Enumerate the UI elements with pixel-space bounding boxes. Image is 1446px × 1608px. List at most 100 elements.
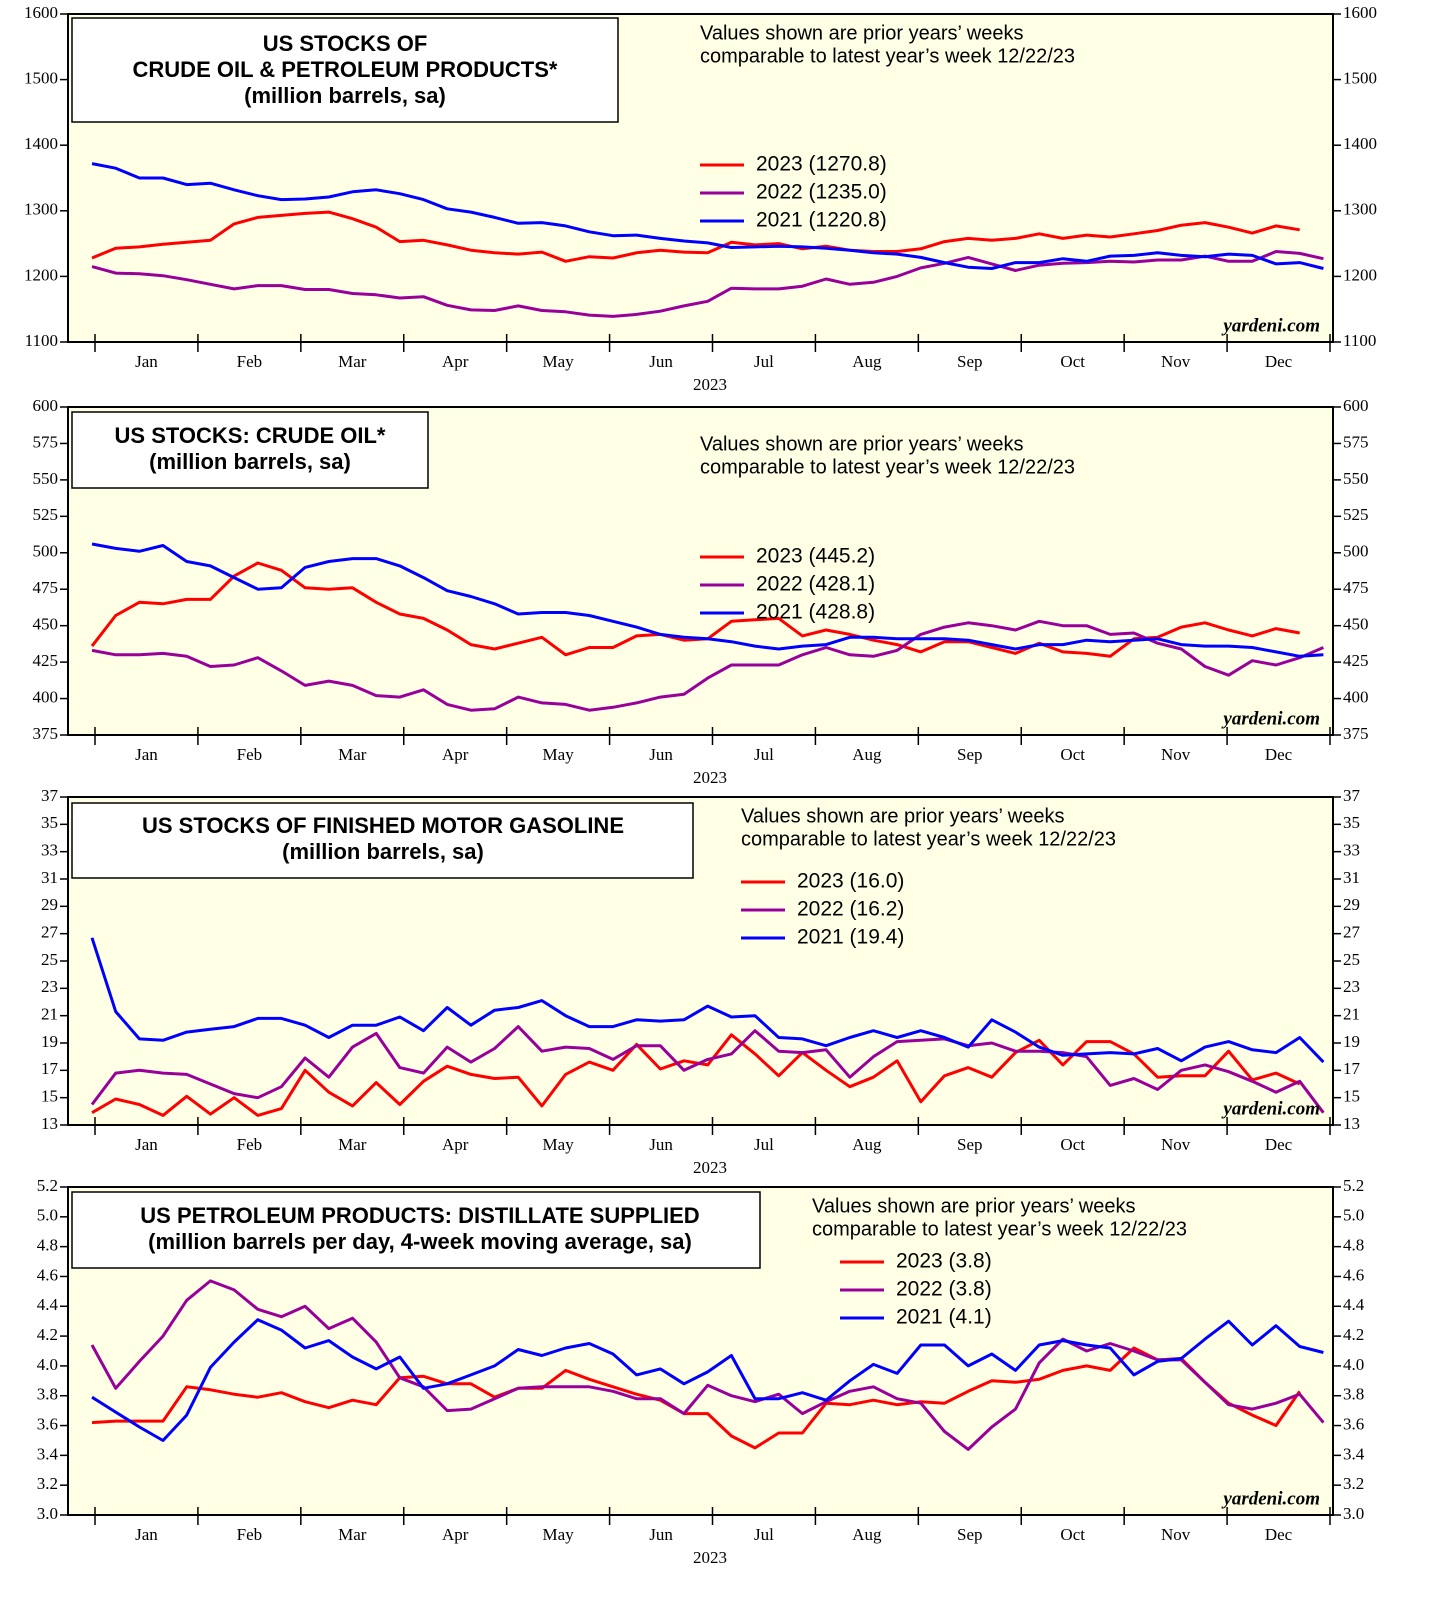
y-tick-label: 4.2 bbox=[37, 1325, 58, 1344]
y-tick-label: 1400 bbox=[24, 134, 58, 153]
title-box bbox=[71, 802, 694, 879]
x-tick-label: Oct bbox=[1060, 352, 1085, 371]
y-tick-label: 450 bbox=[33, 615, 59, 634]
y2-tick-label: 3.6 bbox=[1343, 1414, 1364, 1433]
y2-tick-label: 4.8 bbox=[1343, 1236, 1364, 1255]
y2-tick-label: 4.0 bbox=[1343, 1355, 1364, 1374]
y-tick-label: 500 bbox=[33, 542, 59, 561]
x-tick-label: Jan bbox=[135, 1525, 158, 1544]
x-tick-label: Mar bbox=[338, 352, 367, 371]
y-tick-label: 31 bbox=[41, 868, 58, 887]
x-tick-label: Dec bbox=[1265, 352, 1293, 371]
watermark: yardeni.com bbox=[1221, 708, 1320, 729]
x-tick-label: Mar bbox=[338, 1525, 367, 1544]
y-tick-label: 475 bbox=[33, 578, 59, 597]
legend-label: 2023 (3.8) bbox=[896, 1250, 992, 1273]
y2-tick-label: 375 bbox=[1343, 724, 1369, 743]
series-line bbox=[91, 1318, 1324, 1442]
x-tick-label: Nov bbox=[1161, 745, 1191, 764]
x-axis-label: 2023 bbox=[693, 768, 727, 787]
y2-tick-label: 4.4 bbox=[1343, 1295, 1365, 1314]
x-tick-label: Nov bbox=[1161, 1135, 1191, 1154]
y2-tick-label: 450 bbox=[1343, 615, 1369, 634]
series-line bbox=[91, 162, 1324, 270]
y2-tick-label: 5.0 bbox=[1343, 1206, 1364, 1225]
y2-tick-label: 29 bbox=[1343, 895, 1360, 914]
y-tick-label: 525 bbox=[33, 505, 59, 524]
series-line bbox=[91, 1346, 1301, 1450]
y-tick-label: 1200 bbox=[24, 265, 58, 284]
y-tick-label: 3.0 bbox=[37, 1504, 58, 1523]
y2-tick-label: 550 bbox=[1343, 469, 1369, 488]
chart-title: US STOCKS: CRUDE OIL* bbox=[115, 423, 386, 448]
x-tick-label: May bbox=[543, 1135, 575, 1154]
x-tick-label: Feb bbox=[237, 1135, 263, 1154]
x-tick-label: Mar bbox=[338, 745, 367, 764]
plot-frame bbox=[67, 796, 1334, 1126]
series-line bbox=[90, 1279, 1325, 1451]
y-tick-label: 5.2 bbox=[37, 1176, 58, 1195]
watermark: yardeni.com bbox=[1221, 315, 1320, 336]
x-tick-label: Jun bbox=[649, 745, 673, 764]
series-line bbox=[91, 619, 1324, 712]
x-axis-label: 2023 bbox=[693, 375, 727, 394]
chart-title: US PETROLEUM PRODUCTS: DISTILLATE SUPPLI… bbox=[140, 1203, 699, 1228]
y2-tick-label: 31 bbox=[1343, 868, 1360, 887]
x-tick-label: Jun bbox=[649, 1135, 673, 1154]
x-tick-label: Feb bbox=[237, 1525, 263, 1544]
series-line bbox=[90, 1025, 1325, 1114]
chart-title: (million barrels, sa) bbox=[244, 83, 446, 108]
note: Values shown are prior years’ weeks bbox=[741, 805, 1064, 827]
x-tick-label: Feb bbox=[237, 745, 263, 764]
y2-tick-label: 3.0 bbox=[1343, 1504, 1364, 1523]
x-tick-label: Dec bbox=[1265, 1525, 1293, 1544]
y-tick-label: 4.0 bbox=[37, 1355, 58, 1374]
y-tick-label: 35 bbox=[41, 813, 58, 832]
y-tick-label: 37 bbox=[41, 786, 59, 805]
y2-tick-label: 23 bbox=[1343, 977, 1360, 996]
legend-label: 2021 (1220.8) bbox=[756, 209, 887, 232]
y2-tick-label: 13 bbox=[1343, 1114, 1360, 1133]
x-tick-label: Oct bbox=[1060, 745, 1085, 764]
y2-tick-label: 600 bbox=[1343, 396, 1369, 415]
y2-tick-label: 5.2 bbox=[1343, 1176, 1364, 1195]
y2-tick-label: 1600 bbox=[1343, 3, 1377, 22]
x-tick-label: May bbox=[543, 1525, 575, 1544]
x-tick-label: Sep bbox=[957, 1525, 983, 1544]
chart-title: (million barrels, sa) bbox=[282, 839, 484, 864]
title-box bbox=[71, 17, 619, 123]
y-tick-label: 13 bbox=[41, 1114, 58, 1133]
y-tick-label: 3.2 bbox=[37, 1474, 58, 1493]
y-tick-label: 3.8 bbox=[37, 1385, 58, 1404]
y-tick-label: 25 bbox=[41, 950, 58, 969]
x-tick-label: Aug bbox=[852, 1135, 882, 1154]
y2-tick-label: 3.4 bbox=[1343, 1444, 1365, 1463]
y2-tick-label: 500 bbox=[1343, 542, 1369, 561]
y-tick-label: 4.8 bbox=[37, 1236, 58, 1255]
chart-title: (million barrels per day, 4-week moving … bbox=[148, 1229, 692, 1254]
x-tick-label: Sep bbox=[957, 1135, 983, 1154]
x-tick-label: Aug bbox=[852, 1525, 882, 1544]
y2-tick-label: 37 bbox=[1343, 786, 1361, 805]
y2-tick-label: 33 bbox=[1343, 841, 1360, 860]
legend-label: 2021 (428.8) bbox=[756, 601, 875, 624]
x-tick-label: Oct bbox=[1060, 1135, 1085, 1154]
y-tick-label: 400 bbox=[33, 687, 59, 706]
y2-tick-label: 4.2 bbox=[1343, 1325, 1364, 1344]
x-tick-label: Mar bbox=[338, 1135, 367, 1154]
x-tick-label: Nov bbox=[1161, 1525, 1191, 1544]
y2-tick-label: 19 bbox=[1343, 1032, 1360, 1051]
y2-tick-label: 35 bbox=[1343, 813, 1360, 832]
note: comparable to latest year’s week 12/22/2… bbox=[700, 45, 1075, 67]
y-tick-label: 4.6 bbox=[37, 1265, 58, 1284]
y-tick-label: 27 bbox=[41, 923, 59, 942]
title-box bbox=[71, 1191, 761, 1269]
y-tick-label: 17 bbox=[41, 1059, 59, 1078]
y-tick-label: 1300 bbox=[24, 200, 58, 219]
x-tick-label: Apr bbox=[442, 1135, 469, 1154]
x-tick-label: Nov bbox=[1161, 352, 1191, 371]
x-tick-label: Jun bbox=[649, 1525, 673, 1544]
y2-tick-label: 17 bbox=[1343, 1059, 1361, 1078]
legend-label: 2022 (16.2) bbox=[797, 898, 904, 921]
chart-title: US STOCKS OF bbox=[263, 31, 428, 56]
